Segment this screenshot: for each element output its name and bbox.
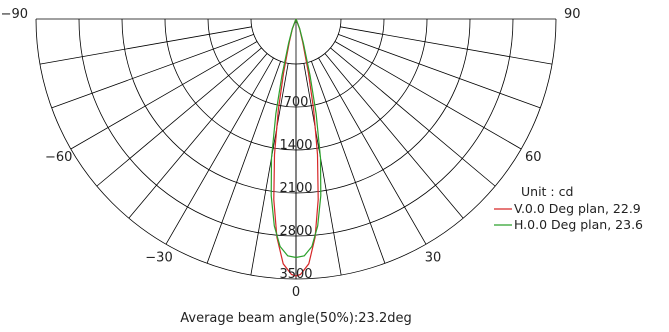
grid-spoke-80 xyxy=(340,26,553,65)
intensity-curves xyxy=(270,18,322,277)
angle-label--90: −90 xyxy=(1,7,28,22)
grid-spoke--60 xyxy=(70,41,258,150)
grid-spoke--10 xyxy=(250,63,289,276)
grid-spoke-70 xyxy=(338,34,541,109)
angle-label-90: 90 xyxy=(564,7,581,22)
grid-spoke--20 xyxy=(206,61,281,264)
series-curve-2 xyxy=(270,18,322,259)
ring-label-3500: 3500 xyxy=(279,267,312,282)
unit-label: Unit : cd xyxy=(521,184,573,199)
grid-spoke-40 xyxy=(324,53,464,219)
grid-spoke-60 xyxy=(334,41,522,150)
series-curve-1 xyxy=(273,18,319,277)
grid-spoke-50 xyxy=(330,47,496,187)
grid-spoke--50 xyxy=(96,47,262,187)
ring-label-2100: 2100 xyxy=(279,181,312,196)
grid-spoke--70 xyxy=(51,34,254,109)
polar-grid xyxy=(35,18,557,280)
angle-label-60: 60 xyxy=(525,150,542,165)
legend-label-1: V.0.0 Deg plan, 22.9 xyxy=(514,201,641,216)
angle-label-0: 0 xyxy=(292,285,300,300)
ring-label-2800: 2800 xyxy=(279,224,312,239)
legend: Unit : cd V.0.0 Deg plan, 22.9H.0.0 Deg … xyxy=(494,184,643,232)
grid-spoke--40 xyxy=(128,53,268,219)
grid-spoke--30 xyxy=(165,57,274,245)
grid-spoke-30 xyxy=(318,57,427,245)
angle-label-30: 30 xyxy=(425,250,442,265)
legend-items: V.0.0 Deg plan, 22.9H.0.0 Deg plan, 23.6 xyxy=(494,201,643,232)
legend-label-2: H.0.0 Deg plan, 23.6 xyxy=(514,217,643,232)
angle-label--30: −30 xyxy=(145,250,172,265)
grid-spoke--80 xyxy=(39,26,252,65)
ring-label-700: 700 xyxy=(284,95,309,110)
angle-labels: −90 −60 −30 0 30 60 90 xyxy=(1,7,581,300)
beam-angle-footer: Average beam angle(50%):23.2deg xyxy=(180,311,411,326)
grid-spoke-10 xyxy=(303,63,342,276)
grid-spoke-20 xyxy=(311,61,386,264)
ring-labels: 700 1400 2100 2800 3500 xyxy=(279,95,312,282)
angle-label--60: −60 xyxy=(45,150,72,165)
ring-label-1400: 1400 xyxy=(279,138,312,153)
